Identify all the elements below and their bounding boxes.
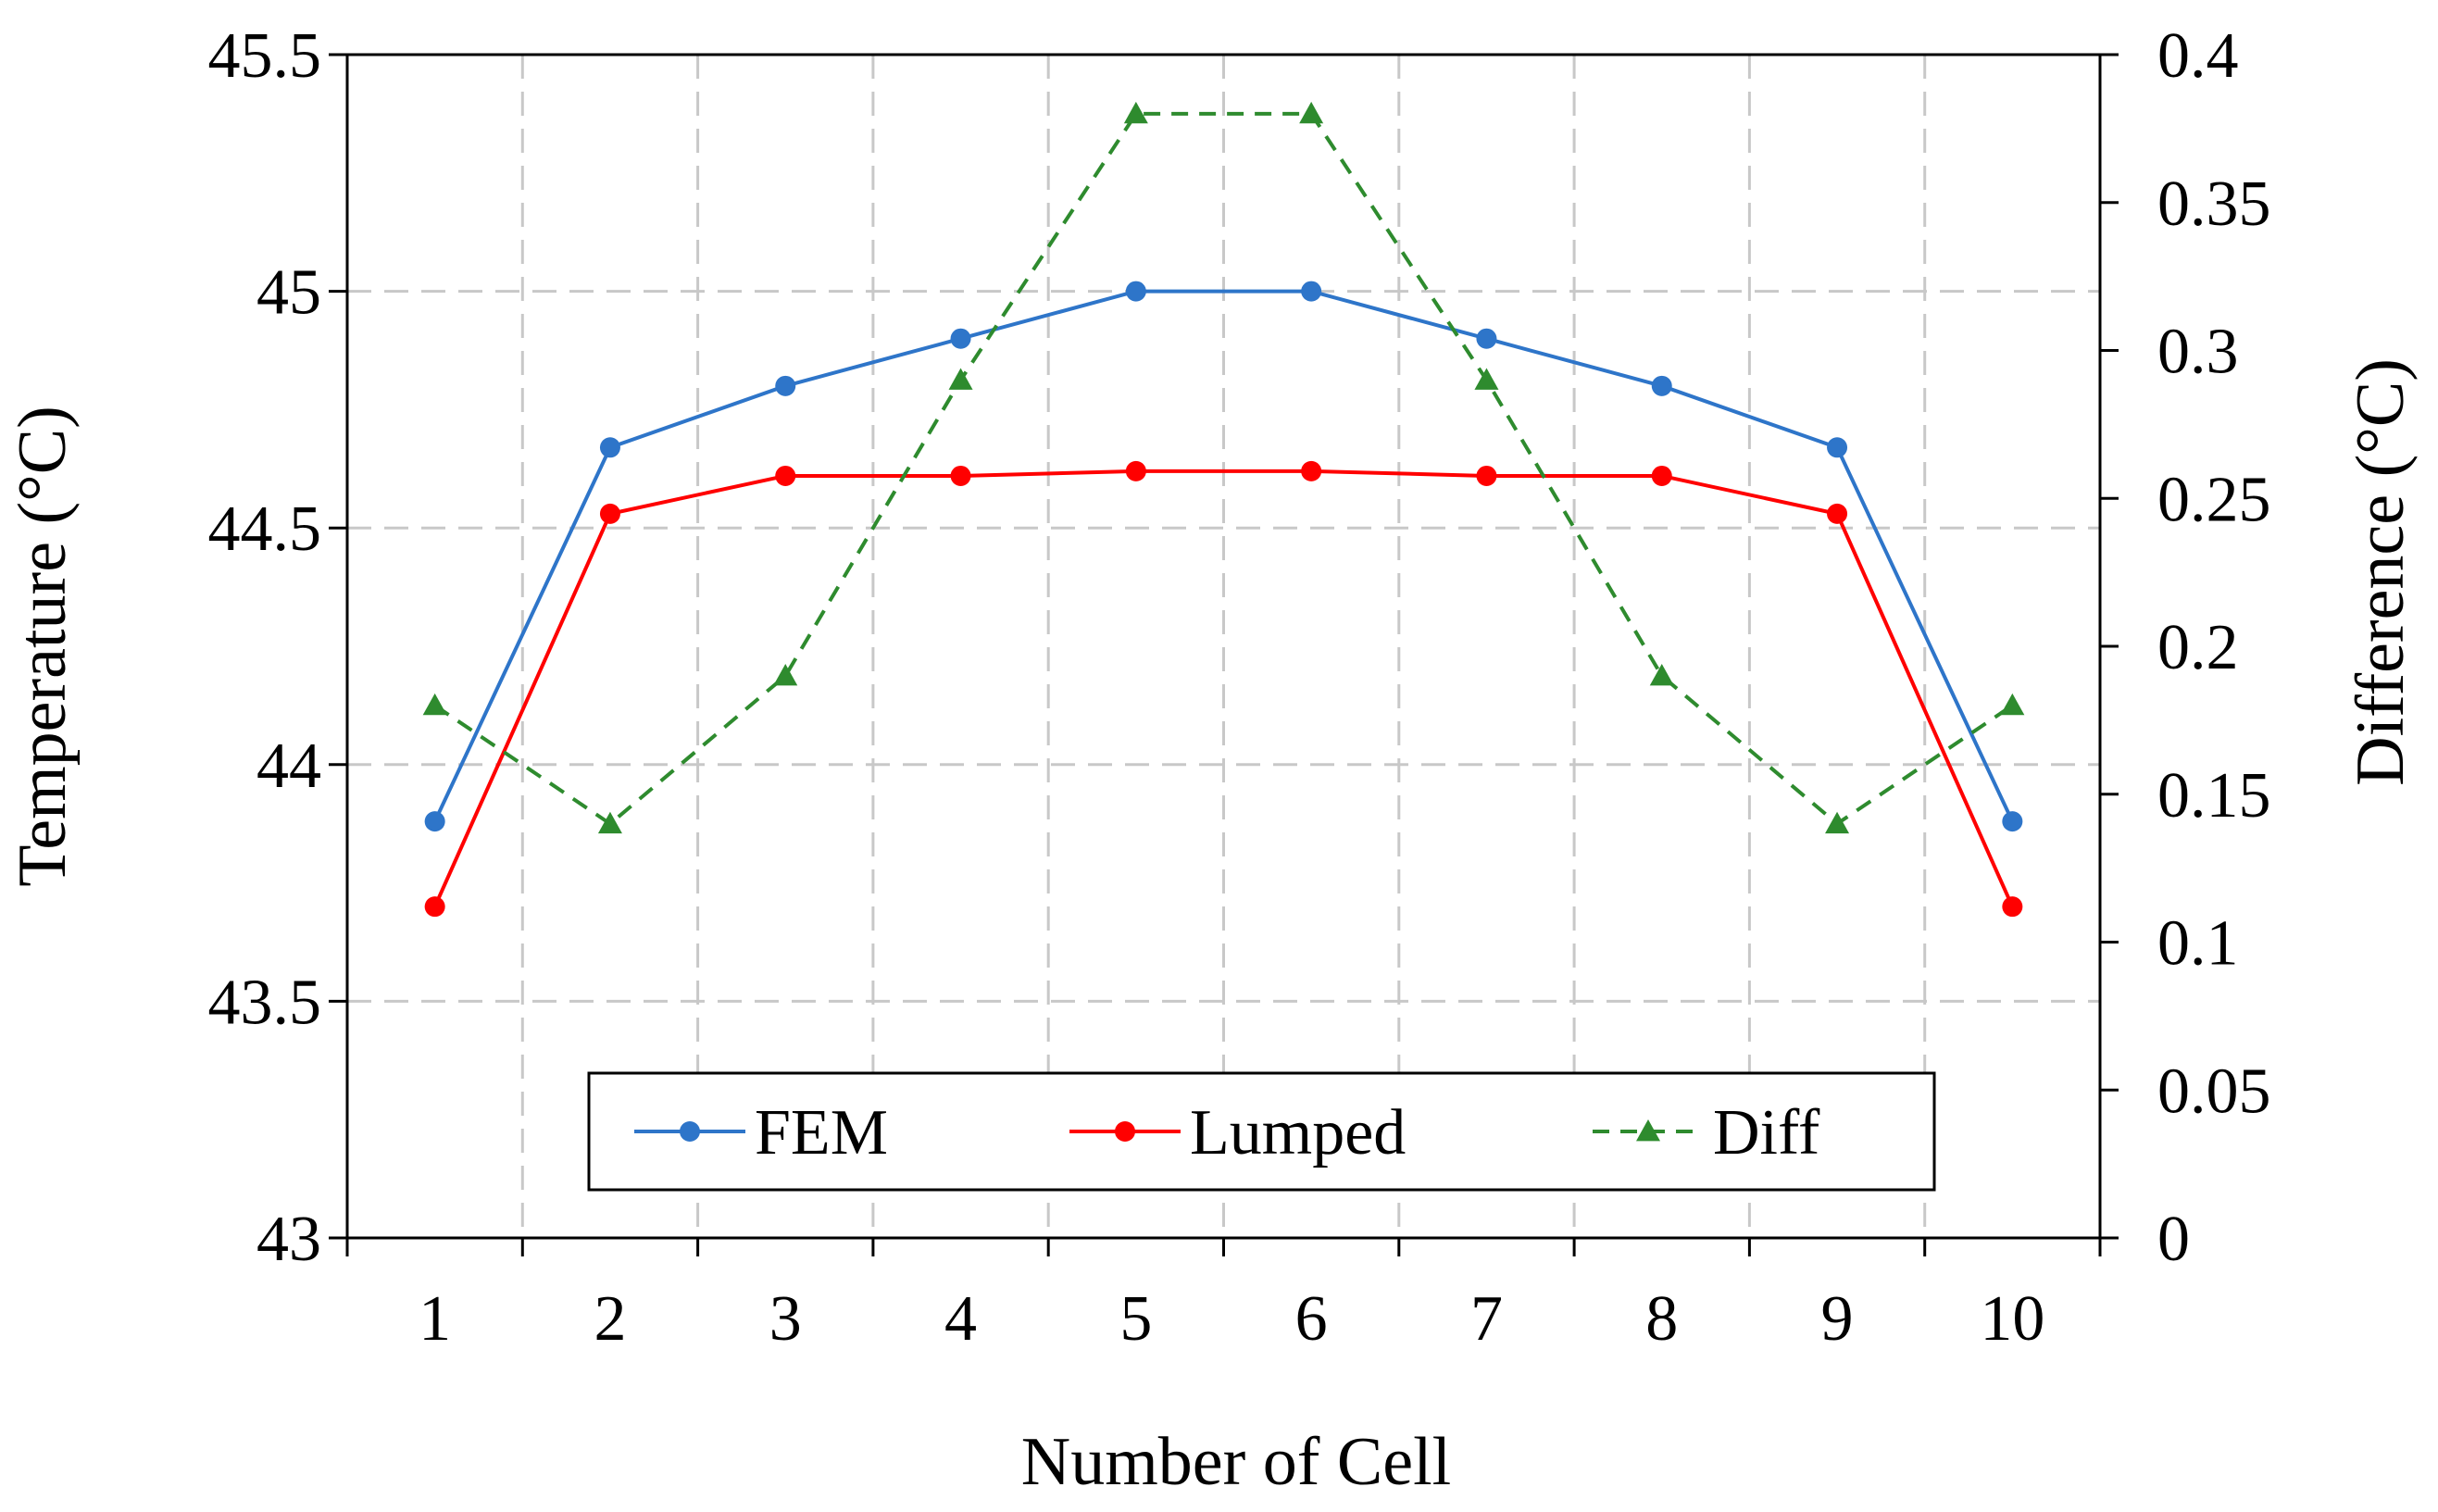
point-diff [1299,101,1324,124]
y-tick-label: 45 [256,257,321,329]
y2-tick-label: 0.3 [2157,317,2239,388]
y-tick-label: 43 [256,1204,321,1275]
y2-tick-label: 0.05 [2157,1056,2271,1127]
series-line-diff [433,111,2014,827]
point-diff [1825,811,1850,834]
legend-marker-diff [1636,1119,1660,1142]
y-tick-label: 44 [256,731,321,802]
point-diff [1649,663,1674,686]
point-lumped [1651,465,1672,486]
legend-label-diff: Diff [1713,1097,1820,1168]
point-fem [2002,811,2023,832]
point-lumped [1125,460,1146,481]
point-lumped [950,465,971,486]
point-diff [2000,693,2025,716]
x-tick-label: 8 [1645,1283,1678,1355]
point-fem [950,328,971,349]
point-lumped [1827,503,1848,524]
y2-tick-label: 0.1 [2157,908,2239,980]
point-diff [1474,368,1499,390]
point-lumped [424,896,445,918]
legend: FEM Lumped Diff [587,1071,1936,1192]
y2-tick-label: 0.4 [2157,20,2239,92]
legend-label-lumped: Lumped [1190,1097,1406,1168]
point-diff [773,663,798,686]
point-diff [948,368,973,390]
point-fem [424,811,445,832]
point-fem [1827,437,1848,458]
y2-tick-label: 0.15 [2157,760,2271,831]
y-axis-title: Temperature (°C) [5,406,81,887]
point-lumped [599,503,620,524]
series [422,101,2025,918]
point-lumped [1476,465,1497,486]
point-fem [599,437,620,458]
x-tick-label: 3 [769,1283,802,1355]
point-fem [1476,328,1497,349]
point-fem [1301,281,1322,302]
point-fem [775,375,796,396]
series-line-lumped [432,469,2015,907]
point-diff [597,811,622,834]
x-tick-label: 10 [1980,1283,2044,1355]
x-tick-label: 2 [594,1283,626,1355]
legend-marker-lumped [1115,1121,1135,1142]
x-tick-label: 4 [944,1283,977,1355]
legend-marker-fem [680,1121,700,1142]
point-fem [1651,375,1672,396]
y2-axis-title: Difference (°C) [2343,358,2419,786]
point-lumped [1301,460,1322,481]
point-fem [1125,281,1146,302]
y2-tick-label: 0 [2157,1204,2190,1275]
x-tick-label: 7 [1470,1283,1503,1355]
x-tick-label: 9 [1821,1283,1854,1355]
legend-box [587,1071,1936,1192]
x-tick-label: 6 [1295,1283,1328,1355]
x-axis-title: Number of Cell [1021,1424,1451,1500]
series-line-fem [432,289,2015,822]
point-diff [422,693,447,716]
y-tick-label: 44.5 [208,494,322,565]
point-diff [1123,101,1148,124]
x-tick-label: 1 [419,1283,451,1355]
y2-tick-label: 0.35 [2157,169,2271,240]
y-tick-label: 43.5 [208,967,322,1038]
y2-tick-label: 0.2 [2157,612,2239,683]
point-lumped [2002,896,2023,918]
grid [347,55,2100,1238]
x-tick-label: 5 [1119,1283,1152,1355]
y-tick-label: 45.5 [208,20,322,92]
y2-tick-label: 0.25 [2157,464,2271,535]
point-lumped [775,465,796,486]
legend-label-fem: FEM [755,1097,888,1168]
